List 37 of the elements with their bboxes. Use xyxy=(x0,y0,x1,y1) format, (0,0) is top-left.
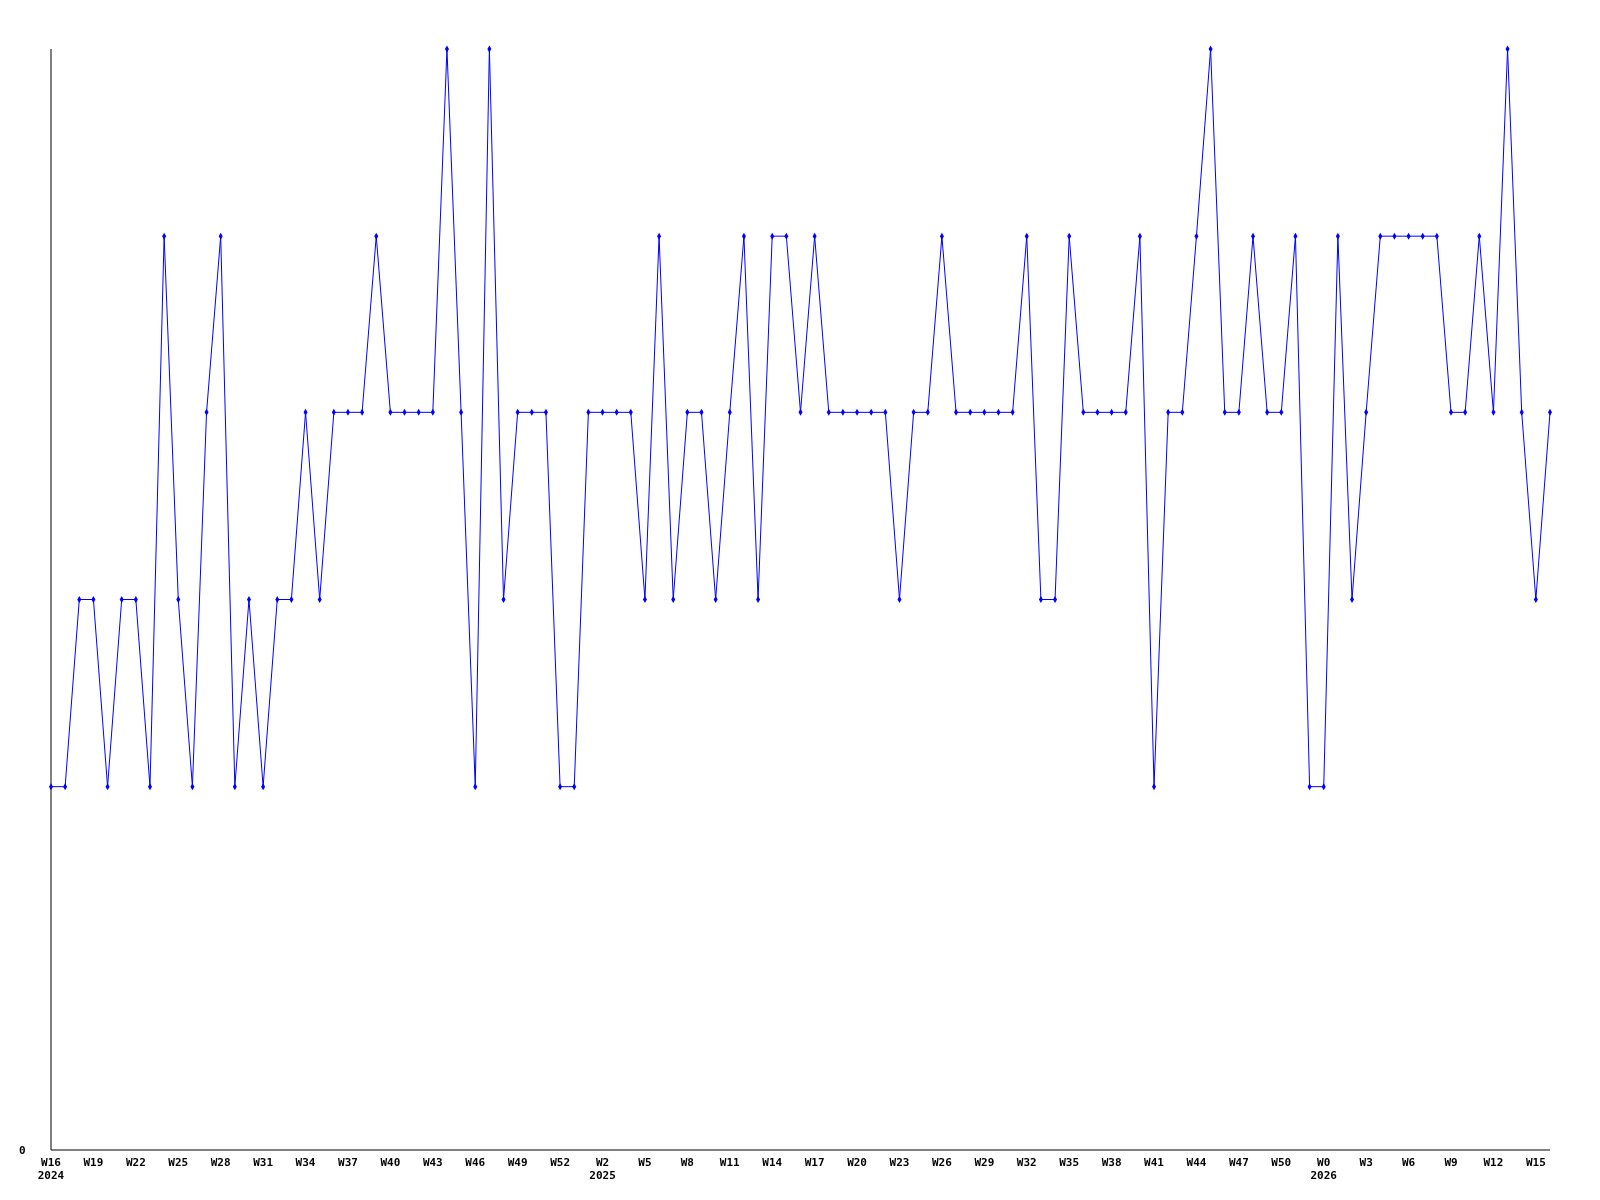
x-tick-label: W6 xyxy=(1401,1156,1416,1169)
x-tick-label: W50 xyxy=(1271,1156,1292,1169)
x-tick-label: W32 xyxy=(1016,1156,1037,1169)
x-tick-label: W14 xyxy=(762,1156,783,1169)
x-tick-label: W2 2025 xyxy=(589,1156,616,1182)
x-tick-label: W8 xyxy=(680,1156,694,1169)
x-tick-label: W41 xyxy=(1144,1156,1165,1169)
x-tick-label: W37 xyxy=(338,1156,358,1169)
x-tick-label: W47 xyxy=(1228,1156,1249,1169)
x-tick-label: W3 xyxy=(1359,1156,1373,1169)
x-tick-label: W31 xyxy=(253,1156,274,1169)
x-tick-label: W19 xyxy=(83,1156,104,1169)
x-tick-label: W28 xyxy=(210,1156,231,1169)
x-tick-label: W46 xyxy=(465,1156,486,1169)
x-tick-label: W35 xyxy=(1059,1156,1080,1169)
x-tick-label: W22 xyxy=(125,1156,146,1169)
x-tick-label: W52 xyxy=(550,1156,571,1169)
x-tick-label: W15 xyxy=(1525,1156,1546,1169)
x-tick-label: W9 xyxy=(1444,1156,1458,1169)
x-tick-label: W40 xyxy=(380,1156,401,1169)
x-tick-label: W43 xyxy=(422,1156,443,1169)
x-tick-label: W38 xyxy=(1101,1156,1122,1169)
x-tick-label: W17 xyxy=(804,1156,825,1169)
x-tick-label: W23 xyxy=(889,1156,910,1169)
x-tick-label: W11 xyxy=(719,1156,741,1169)
x-tick-label: W49 xyxy=(507,1156,528,1169)
x-tick-label: W34 xyxy=(295,1156,316,1169)
x-tick-label: W26 xyxy=(931,1156,953,1169)
x-tick-label: W25 xyxy=(168,1156,189,1169)
x-tick-label: W44 xyxy=(1186,1156,1207,1169)
x-tick-label: W12 xyxy=(1483,1156,1504,1169)
x-tick-label: W5 xyxy=(638,1156,652,1169)
x-tick-label: W0 2026 xyxy=(1310,1156,1338,1182)
text: 0 xyxy=(19,1144,26,1157)
x-tick-label: W16 2024 xyxy=(37,1156,65,1182)
x-tick-label: W20 xyxy=(847,1156,867,1169)
x-tick-label: W29 xyxy=(974,1156,995,1169)
